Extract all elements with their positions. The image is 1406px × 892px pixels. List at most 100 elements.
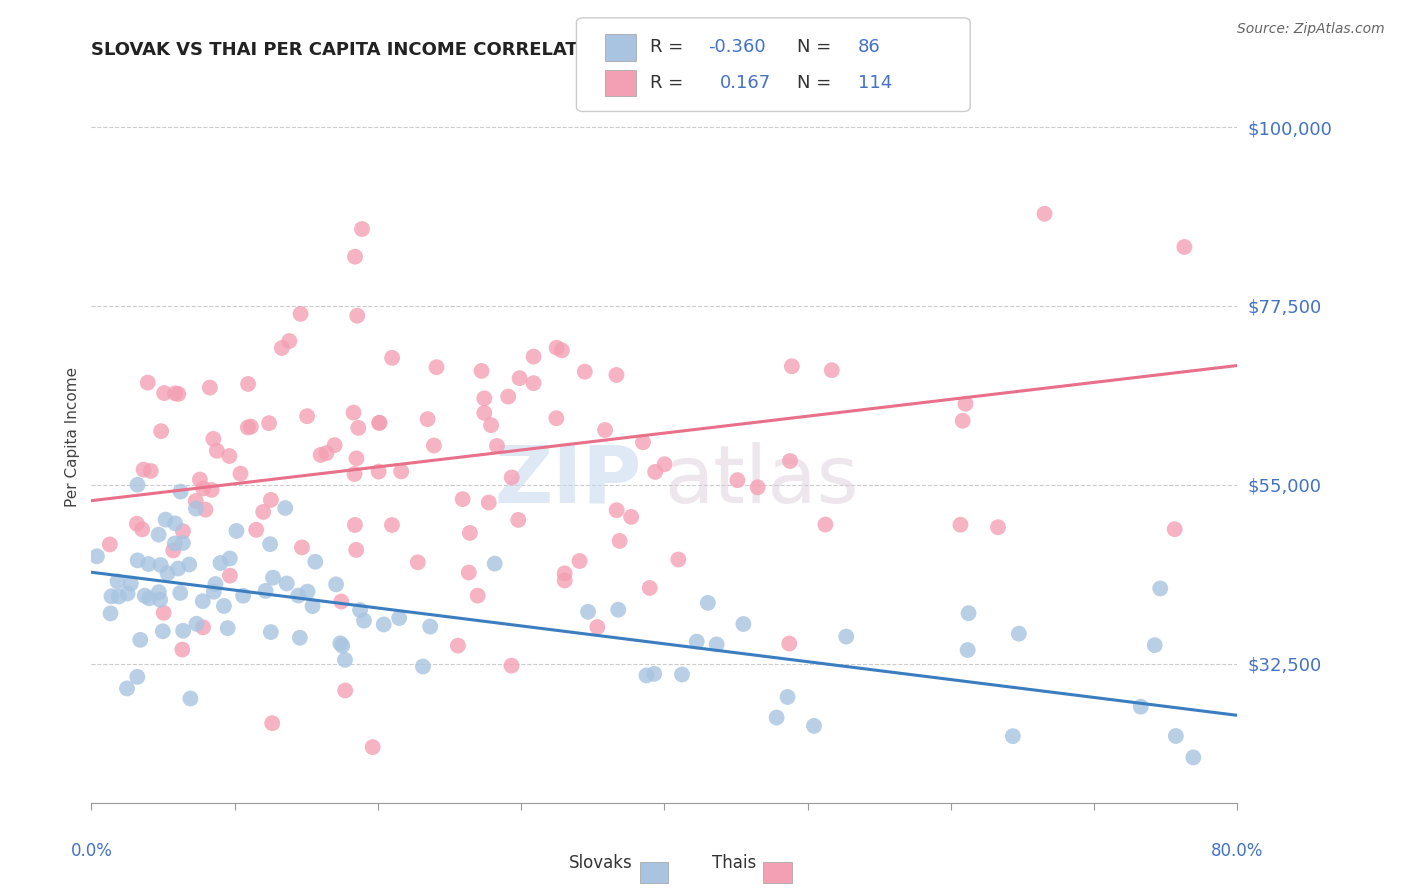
Point — [780, 359, 803, 374]
Point — [1001, 729, 1024, 743]
Point — [949, 517, 972, 532]
Point — [1163, 522, 1185, 536]
Point — [1164, 729, 1187, 743]
Point — [202, 432, 225, 446]
Point — [301, 599, 323, 613]
Point — [1149, 582, 1171, 596]
Point — [606, 503, 628, 517]
Point — [245, 523, 267, 537]
Point — [274, 501, 297, 516]
Point — [218, 449, 240, 463]
Point — [776, 690, 799, 704]
Point — [381, 351, 404, 365]
Text: Source: ZipAtlas.com: Source: ZipAtlas.com — [1237, 22, 1385, 37]
Text: ZIP: ZIP — [494, 442, 641, 520]
Point — [638, 581, 661, 595]
Point — [149, 558, 172, 572]
Point — [148, 585, 170, 599]
Point — [309, 448, 332, 462]
Point — [217, 621, 239, 635]
Text: 86: 86 — [858, 38, 880, 56]
Text: R =: R = — [650, 74, 689, 92]
Point — [153, 386, 176, 401]
Point — [262, 716, 284, 731]
Point — [138, 557, 160, 571]
Text: N =: N = — [797, 38, 837, 56]
Point — [330, 639, 353, 653]
Point — [412, 659, 434, 673]
Point — [778, 636, 800, 650]
Text: 0.167: 0.167 — [720, 74, 770, 92]
Point — [343, 518, 366, 533]
Point — [706, 637, 728, 651]
Point — [1143, 638, 1166, 652]
Point — [644, 465, 666, 479]
Point — [423, 438, 446, 452]
Point — [457, 566, 479, 580]
Point — [666, 552, 689, 566]
Point — [605, 368, 627, 382]
Point — [373, 617, 395, 632]
Point — [232, 589, 254, 603]
Point — [353, 614, 375, 628]
Point — [576, 605, 599, 619]
Point — [1033, 207, 1056, 221]
Point — [131, 522, 153, 536]
Point — [323, 438, 346, 452]
Point — [225, 524, 247, 538]
Point — [152, 624, 174, 639]
Point — [172, 536, 194, 550]
Point — [342, 406, 364, 420]
Point — [333, 653, 356, 667]
Point — [107, 574, 129, 589]
Point — [100, 607, 122, 621]
Point — [546, 411, 568, 425]
Point — [554, 566, 576, 581]
Point — [169, 484, 191, 499]
Point — [361, 740, 384, 755]
Point — [98, 537, 121, 551]
Point — [347, 421, 370, 435]
Point — [508, 513, 530, 527]
Point — [381, 518, 404, 533]
Point — [212, 599, 235, 613]
Point — [115, 681, 138, 696]
Point — [636, 668, 658, 682]
Point — [478, 495, 501, 509]
Point — [586, 620, 609, 634]
Text: -0.360: -0.360 — [709, 38, 766, 56]
Point — [467, 589, 489, 603]
Point — [165, 386, 187, 401]
Point — [120, 576, 142, 591]
Point — [368, 416, 391, 430]
Point — [262, 571, 284, 585]
Point — [522, 350, 544, 364]
Point — [172, 642, 194, 657]
Point — [304, 555, 326, 569]
Point — [607, 603, 630, 617]
Point — [117, 586, 139, 600]
Point — [315, 446, 337, 460]
Point — [349, 603, 371, 617]
Text: 80.0%: 80.0% — [1211, 842, 1264, 860]
Point — [163, 536, 186, 550]
Point — [686, 634, 709, 648]
Point — [291, 541, 314, 555]
Point — [472, 392, 495, 406]
Point — [593, 423, 616, 437]
Point — [194, 502, 217, 516]
Point — [952, 414, 974, 428]
Point — [485, 439, 508, 453]
Point — [149, 592, 172, 607]
Point — [172, 624, 194, 638]
Point — [148, 527, 170, 541]
Point — [416, 412, 439, 426]
Point — [643, 666, 665, 681]
Point — [139, 464, 162, 478]
Point — [696, 596, 718, 610]
Point — [136, 376, 159, 390]
Point — [86, 549, 108, 564]
Point — [236, 376, 259, 391]
Text: 0.0%: 0.0% — [70, 842, 112, 860]
Point — [509, 371, 531, 385]
